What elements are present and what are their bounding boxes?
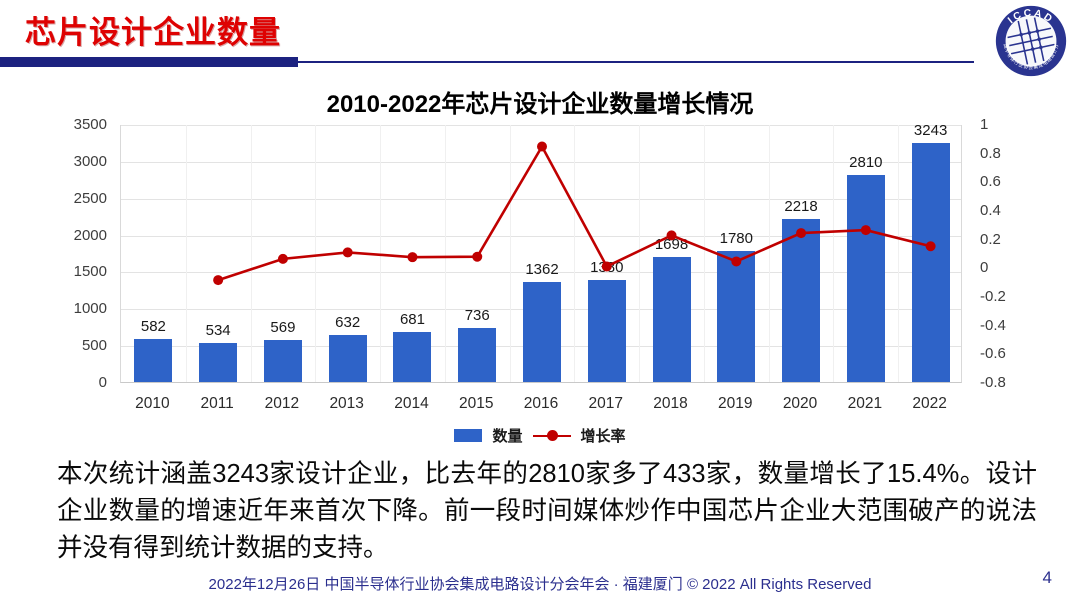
gridline-v (380, 125, 382, 382)
line-marker-icon (537, 141, 547, 152)
line-marker-icon (407, 252, 418, 263)
bar-2017 (587, 280, 626, 382)
gridline-h (121, 198, 961, 200)
bar-2013 (328, 335, 367, 382)
line-marker-icon (213, 275, 224, 286)
bar-value-label: 1362 (525, 260, 559, 278)
gridline-h (121, 235, 961, 237)
y-axis-right-tick: 0.8 (980, 144, 1001, 162)
bar-2010 (134, 339, 173, 382)
bar-value-label: 736 (464, 306, 490, 324)
y-axis-left-tick: 3500 (73, 116, 107, 133)
bar-value-label: 582 (140, 318, 166, 336)
bar-2021 (846, 174, 885, 382)
line-marker-icon (277, 253, 288, 264)
bar-value-label: 2218 (784, 197, 818, 215)
y-axis-right-tick: 0 (980, 259, 989, 277)
gridline-v (574, 125, 576, 382)
bar-value-label: 1380 (590, 259, 624, 277)
body-paragraph: 本次统计涵盖3243家设计企业，比去年的2810家多了433家，数量增长了15.… (57, 460, 1037, 562)
gridline-v (768, 125, 770, 382)
bar-2016 (523, 281, 561, 382)
bar-value-label: 1780 (719, 229, 753, 247)
bar-value-label: 569 (270, 319, 296, 337)
x-axis-tick: 2011 (200, 395, 234, 412)
y-axis-right-tick: -0.4 (980, 316, 1006, 334)
y-axis-right-tick: 0.4 (980, 202, 1001, 219)
y-axis-right-tick: -0.2 (980, 288, 1006, 305)
bar-2012 (263, 340, 302, 382)
y-axis-left-tick: 2500 (73, 189, 107, 207)
gridline-v (250, 125, 252, 382)
bar-2018 (652, 256, 691, 382)
bar-value-label: 632 (335, 314, 361, 332)
gridline-v (185, 125, 187, 382)
page-title: 芯片设计企业数量 (25, 15, 281, 50)
line-marker-icon (472, 251, 483, 262)
page-number: 4 (1042, 568, 1052, 587)
chart-legend: 数量 增长率 (0, 425, 1080, 446)
y-axis-left-tick: 1000 (73, 300, 107, 318)
bar-value-label: 3243 (913, 121, 948, 139)
legend-bar-swatch-icon (454, 429, 483, 442)
gridline-h (121, 125, 961, 126)
line-marker-icon (342, 247, 353, 258)
x-axis-tick: 2013 (329, 395, 364, 412)
x-axis-tick: 2017 (588, 395, 623, 412)
title-underline-bar (0, 57, 298, 67)
bar-2014 (393, 331, 432, 382)
gridline-v (509, 125, 511, 382)
y-axis-right-tick: -0.6 (980, 345, 1006, 363)
chart-title: 2010-2022年芯片设计企业数量增长情况 (326, 91, 754, 118)
x-axis-tick: 2012 (264, 395, 300, 412)
y-axis-right-tick: 0.6 (980, 173, 1001, 191)
legend-bar-label: 数量 (492, 428, 523, 445)
plot-area: 582 534 569 632 681 736 1362 1380 1698 1780 2218 28… (120, 121, 962, 383)
y-axis-right-tick: 0.2 (980, 230, 1001, 248)
x-axis-tick: 2016 (523, 395, 559, 412)
y-axis-left-tick: 3000 (73, 152, 107, 170)
iccad-logo-icon: ICCAD 中国半导体行业协会集成电路设计分会 (991, 0, 1068, 78)
x-axis-tick: 2019 (718, 395, 753, 412)
gridline-v (703, 125, 705, 382)
bar-value-label: 1698 (654, 235, 689, 253)
bar-2022 (911, 142, 950, 382)
bar-2019 (717, 250, 756, 382)
x-axis-tick: 2010 (135, 395, 170, 412)
y-axis-left-tick: 500 (81, 337, 107, 355)
title-underline-line (298, 61, 974, 63)
x-axis-tick: 2021 (847, 395, 883, 412)
y-axis-left-tick: 1500 (73, 263, 107, 281)
legend-line-label: 增长率 (580, 428, 626, 445)
bar-value-label: 2810 (849, 153, 883, 171)
x-axis-tick: 2014 (394, 395, 429, 412)
bar-2011 (199, 342, 238, 382)
bar-2020 (782, 218, 821, 382)
x-axis-tick: 2018 (653, 395, 688, 412)
gridline-v (639, 125, 641, 382)
logo-grid-icon (1007, 17, 1055, 65)
y-axis-right-tick: 1 (980, 116, 989, 133)
gridline-v (444, 125, 446, 382)
footer-text: 2022年12月26日 中国半导体行业协会集成电路设计分会年会 · 福建厦门 ©… (208, 576, 872, 593)
legend-line-marker-icon (532, 429, 571, 442)
y-axis-left-tick: 2000 (73, 226, 107, 244)
iccad-logo-svg: ICCAD 中国半导体行业协会集成电路设计分会 (991, 0, 1067, 77)
x-axis-tick: 2022 (912, 395, 947, 412)
bar-2015 (458, 327, 497, 382)
bar-value-label: 534 (205, 321, 231, 339)
y-axis-left-tick: 0 (98, 374, 107, 391)
y-axis-right-tick: -0.8 (980, 374, 1006, 391)
bar-value-label: 681 (399, 310, 425, 328)
x-axis-tick: 2015 (458, 395, 494, 412)
gridline-v (315, 125, 317, 382)
x-axis-tick: 2020 (782, 395, 818, 412)
